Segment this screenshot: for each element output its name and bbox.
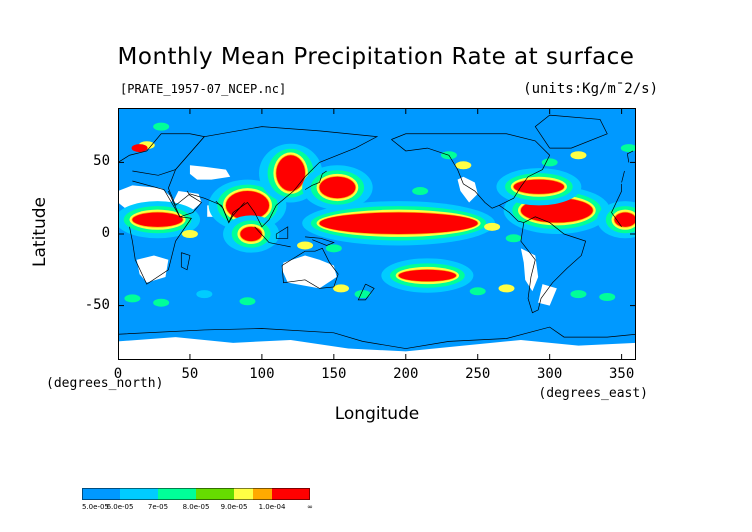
coastline-6-1 bbox=[281, 247, 339, 289]
precip-core-10 bbox=[319, 176, 356, 199]
low-precip-area-4 bbox=[136, 255, 169, 283]
precip-patch-18 bbox=[620, 144, 636, 153]
legend-frame bbox=[82, 488, 310, 500]
legend-label: 9.0e-05 bbox=[221, 503, 248, 511]
coastline-2-1 bbox=[621, 170, 625, 183]
legend-swatch-3 bbox=[158, 488, 196, 500]
dataset-filename: [PRATE_1957-07_NCEP.nc] bbox=[120, 82, 287, 96]
precip-patch-13 bbox=[131, 144, 148, 153]
coastline-1-3 bbox=[611, 183, 622, 228]
precip-patch-24 bbox=[412, 187, 429, 196]
x-tick-label: 350 bbox=[608, 366, 635, 382]
precip-patch-2 bbox=[153, 298, 170, 307]
coastline-14-1 bbox=[520, 216, 587, 314]
y-tick-label: 50 bbox=[93, 153, 110, 170]
x-tick-label: 200 bbox=[393, 366, 419, 382]
precip-patch-10 bbox=[599, 293, 616, 301]
x-tick-label: 250 bbox=[465, 366, 491, 382]
low-precip-area-8 bbox=[538, 284, 557, 306]
coastline-16-1 bbox=[180, 252, 191, 271]
coastline-11-1 bbox=[391, 133, 551, 209]
legend-label: 6.0e-05 bbox=[107, 503, 134, 511]
precip-patch-12 bbox=[153, 122, 170, 131]
units-label: (units:Kg/m¯2/s) bbox=[523, 81, 658, 97]
x-axis-label: Longitude bbox=[334, 404, 420, 424]
x-tick-label: 0 bbox=[113, 366, 123, 382]
map-title: Monthly Mean Precipitation Rate at surfa… bbox=[117, 44, 635, 70]
precipitation-map bbox=[118, 108, 636, 360]
legend-swatch-4 bbox=[196, 488, 234, 500]
low-precip-area-6 bbox=[457, 176, 478, 203]
y-tick-label: 0 bbox=[101, 225, 110, 241]
low-precip-area-3 bbox=[189, 165, 231, 180]
coastline-18-3 bbox=[626, 150, 634, 163]
low-precip-area-7 bbox=[520, 248, 539, 292]
coastline-8-1 bbox=[275, 226, 289, 239]
precip-core-2 bbox=[225, 191, 270, 220]
low-precip-area-10 bbox=[118, 337, 636, 360]
coastline-3-1 bbox=[167, 126, 379, 228]
coastline-15-1 bbox=[118, 326, 636, 349]
color-legend: 5.0e-056.0e-05 7e-05 8.0e-05 9.0e-05 1.0e-04… bbox=[82, 488, 313, 511]
legend-swatch-2 bbox=[120, 488, 158, 500]
x-tick-label: 300 bbox=[537, 366, 563, 382]
precip-patch-4 bbox=[239, 297, 256, 306]
precip-patch-3 bbox=[196, 290, 213, 299]
x-tick-label: 100 bbox=[249, 366, 275, 382]
precip-patch-9 bbox=[570, 290, 587, 299]
coastline-13-1 bbox=[499, 205, 524, 223]
precip-core-4 bbox=[240, 226, 262, 242]
y-axis-units: (degrees_north) bbox=[46, 376, 164, 391]
legend-swatch-yellow bbox=[234, 488, 253, 500]
precip-patch-20 bbox=[325, 244, 342, 253]
coastline-4-1 bbox=[215, 200, 245, 224]
legend-swatch-6 bbox=[272, 488, 310, 500]
precip-core-8 bbox=[132, 212, 183, 227]
precip-patch-17 bbox=[570, 151, 587, 160]
legend-label: 8.0e-05 bbox=[183, 503, 210, 511]
coastline-17-1 bbox=[357, 283, 375, 301]
precip-patch-19 bbox=[297, 241, 314, 250]
y-tick-label: -50 bbox=[84, 296, 110, 313]
x-axis-units: (degrees_east) bbox=[538, 386, 648, 401]
low-precip-area-5 bbox=[282, 255, 337, 289]
precip-patch-1 bbox=[124, 294, 141, 303]
legend-label: 5.0e-05 bbox=[82, 503, 109, 511]
precip-core-7 bbox=[513, 179, 565, 194]
precip-core-3 bbox=[276, 155, 306, 192]
legend-swatch-1 bbox=[82, 488, 120, 500]
precip-patch-5 bbox=[333, 284, 350, 293]
coastline-2-2 bbox=[118, 133, 205, 176]
legend-label: 1.0e-04 bbox=[259, 503, 286, 511]
precip-core-9 bbox=[614, 212, 636, 227]
precip-patch-7 bbox=[469, 287, 486, 296]
precip-core-1 bbox=[319, 212, 478, 234]
coastline-5-1 bbox=[168, 190, 202, 218]
precip-patch-6 bbox=[354, 290, 371, 299]
y-axis-label: Latitude bbox=[30, 197, 50, 267]
precip-patch-22 bbox=[484, 222, 501, 231]
precip-core-5 bbox=[398, 269, 457, 282]
coastline-1-2 bbox=[129, 180, 192, 285]
coastline-7-1 bbox=[254, 226, 291, 248]
legend-label: ∞ bbox=[307, 503, 313, 511]
precip-patch-8 bbox=[498, 284, 515, 293]
coastline-12-1 bbox=[534, 114, 608, 149]
x-tick-label: 150 bbox=[321, 366, 347, 382]
x-tick-label: 50 bbox=[181, 366, 199, 382]
precip-patch-16 bbox=[541, 158, 558, 167]
precip-patch-23 bbox=[505, 234, 522, 243]
coastline-9-1 bbox=[305, 236, 335, 246]
precip-patch-15 bbox=[455, 161, 472, 170]
precip-patch-21 bbox=[181, 230, 198, 238]
legend-label: 7e-05 bbox=[148, 503, 168, 511]
coastline-10-1 bbox=[304, 170, 327, 190]
